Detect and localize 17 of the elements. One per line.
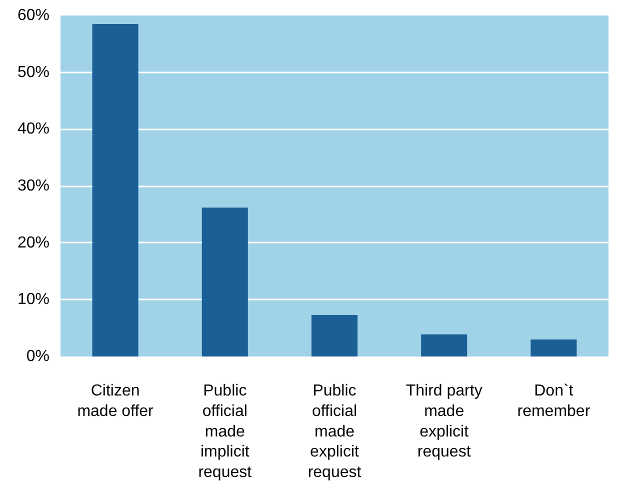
y-tick-label: 50%	[17, 64, 50, 81]
bar	[311, 315, 358, 356]
y-tick-label: 60%	[17, 7, 50, 24]
bar	[421, 334, 468, 356]
y-tick-label: 0%	[26, 348, 50, 365]
bar	[530, 339, 577, 356]
x-tick-label: Third party made explicit request	[406, 382, 482, 461]
x-tick-label: Public official made explicit request	[308, 382, 362, 482]
bar	[92, 24, 138, 356]
x-tick-label: Don`t remember	[517, 382, 591, 420]
y-tick-label: 30%	[17, 178, 50, 194]
y-tick-label: 10%	[17, 291, 50, 308]
x-tick-label: Citizen made offer	[77, 382, 154, 420]
y-tick-label: 20%	[17, 234, 50, 252]
y-tick-label: 40%	[17, 120, 50, 138]
x-tick-label: Public official made implicit request	[198, 382, 252, 482]
bar	[202, 208, 248, 356]
